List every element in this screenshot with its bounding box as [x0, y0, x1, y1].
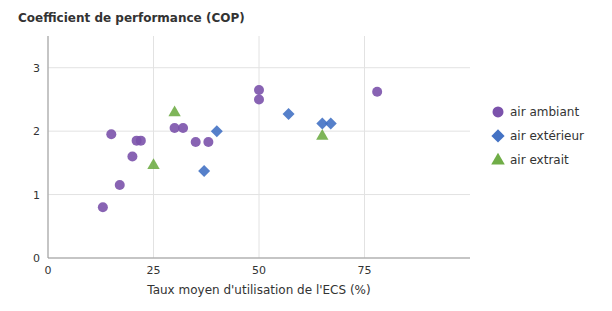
scatter-point: [147, 158, 159, 169]
scatter-point: [136, 136, 146, 146]
scatter-point: [115, 180, 125, 190]
y-tick-label: 2: [33, 125, 40, 138]
x-grid-line: [153, 36, 154, 258]
y-tick-label: 0: [33, 252, 40, 265]
y-tick-label: 1: [33, 189, 40, 202]
x-tick-label: 25: [147, 264, 161, 277]
legend-label: air ambiant: [510, 105, 579, 119]
scatter-point: [198, 165, 210, 177]
legend-label: air extérieur: [510, 129, 584, 143]
y-axis-line: [48, 36, 49, 258]
grid: [48, 36, 470, 258]
x-tick-label: 0: [45, 264, 52, 277]
scatter-point: [191, 137, 201, 147]
scatter-point: [372, 87, 382, 97]
series-group: [198, 108, 337, 177]
legend-marker: [491, 153, 505, 165]
chart-svg: 0 25 50 75 0 1 2 3 Taux moyen d'utilisation de l…: [0, 0, 612, 311]
chart-container: 0 25 50 75 0 1 2 3 Taux moyen d'utilisation de l…: [0, 0, 612, 311]
x-axis-line: [48, 258, 470, 259]
scatter-point: [254, 85, 264, 95]
legend-marker: [493, 106, 504, 117]
scatter-point: [127, 152, 137, 162]
scatter-point: [211, 125, 223, 137]
y-grid-line: [48, 258, 470, 259]
scatter-point: [98, 202, 108, 212]
scatter-point: [283, 108, 295, 120]
legend-label: air extrait: [510, 153, 569, 167]
scatter-point: [106, 129, 116, 139]
scatter-point: [203, 137, 213, 147]
points: [98, 85, 382, 212]
legend-marker: [491, 129, 504, 142]
scatter-point: [325, 118, 337, 130]
series-group: [98, 85, 382, 212]
legend: air ambiant air extérieur air extrait: [491, 105, 584, 167]
y-grid-line: [48, 67, 470, 68]
y-tick-label: 3: [33, 62, 40, 75]
x-axis-label: Taux moyen d'utilisation de l'ECS (%): [146, 283, 370, 297]
scatter-point: [254, 94, 264, 104]
y-axis-label: Coefficient de performance (COP): [18, 11, 245, 25]
scatter-point: [316, 129, 328, 140]
x-tick-label: 75: [358, 264, 372, 277]
y-grid-line: [48, 194, 470, 195]
x-grid-line: [259, 36, 260, 258]
x-tick-label: 50: [252, 264, 266, 277]
scatter-point: [178, 123, 188, 133]
series-group: [147, 106, 328, 169]
scatter-point: [168, 106, 180, 117]
x-grid-line: [48, 36, 49, 258]
x-grid-line: [364, 36, 365, 258]
